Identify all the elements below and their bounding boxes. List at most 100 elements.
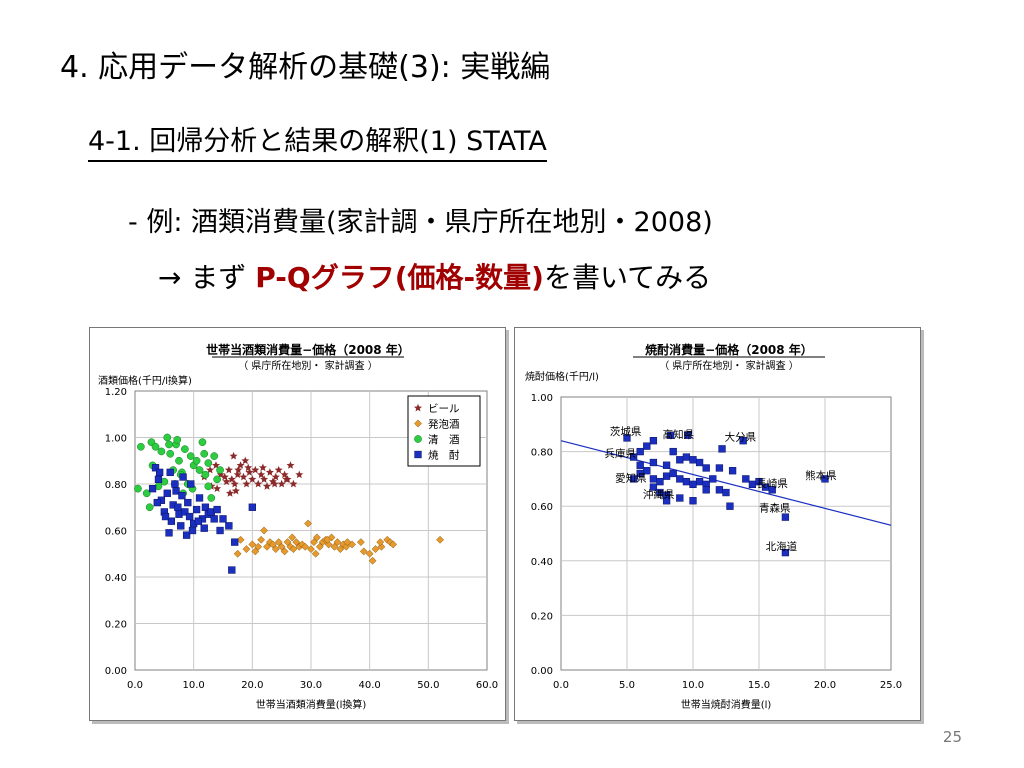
- shochu-scatter-chart: 焼酎消費量−価格（2008 年） （ 県庁所在地別・ 家計調査 ） 焼酎価格(千円/…: [525, 342, 902, 711]
- x-tick-label: 20.0: [814, 680, 836, 691]
- y-tick-label: 1.00: [105, 434, 127, 445]
- data-point-star: [286, 461, 295, 469]
- chart-title: 焼酎消費量−価格（2008 年）: [645, 342, 813, 357]
- data-point-star: [254, 479, 263, 488]
- bullet-arrow-text: → まず: [158, 261, 256, 294]
- data-point-square: [248, 503, 256, 511]
- data-point-diamond: [312, 533, 321, 542]
- data-point-diamond: [377, 542, 386, 551]
- data-point-square: [231, 538, 239, 546]
- legend-label: 発泡酒: [428, 418, 460, 431]
- chart-panel-shochu: 焼酎消費量−価格（2008 年） （ 県庁所在地別・ 家計調査 ） 焼酎価格(千円/…: [514, 327, 921, 721]
- data-point-star: [206, 465, 215, 474]
- data-point-star: [234, 465, 243, 474]
- data-point-square: [148, 485, 157, 493]
- data-point-circle: [151, 442, 160, 451]
- data-point-diamond: [330, 542, 339, 551]
- alcohol-scatter-chart: 世帯当酒類消費量−価格（2008 年） （ 県庁所在地別・ 家計調査 ） 酒類価格(…: [98, 342, 498, 711]
- data-point-circle: [186, 452, 195, 460]
- data-point-square: [662, 461, 671, 469]
- data-point-diamond: [280, 547, 289, 556]
- data-point-square: [676, 494, 684, 502]
- data-point-diamond: [376, 538, 385, 547]
- plot-area: [560, 396, 892, 671]
- page-number: 25: [942, 728, 962, 746]
- trendline: [560, 440, 892, 526]
- data-point-circle: [165, 440, 173, 449]
- data-point-square: [161, 512, 170, 521]
- prefecture-label: 大分県: [725, 431, 757, 444]
- prefecture-label: 高知県: [663, 428, 695, 441]
- y-tick-label: 0.80: [531, 448, 553, 459]
- data-point-star: [295, 470, 304, 479]
- data-point-circle: [157, 447, 166, 456]
- y-tick-label: 0.00: [105, 666, 127, 677]
- data-point-square: [174, 503, 182, 511]
- data-point-square: [213, 505, 221, 514]
- data-point-square: [821, 475, 829, 483]
- data-point-square: [649, 437, 658, 445]
- data-point-diamond: [333, 538, 342, 547]
- data-point-square: [715, 486, 724, 494]
- y-tick-label: 1.20: [105, 387, 127, 398]
- y-tick-label: 0.40: [531, 557, 553, 568]
- data-point-diamond: [323, 535, 332, 544]
- data-point-star: [226, 489, 234, 497]
- data-point-diamond: [268, 540, 277, 549]
- chart-subtitle: （ 県庁所在地別・ 家計調査 ）: [238, 359, 378, 372]
- data-point-circle: [166, 449, 175, 458]
- data-point-square: [643, 467, 651, 475]
- data-point-diamond: [304, 519, 313, 528]
- data-point-square: [178, 491, 186, 500]
- slide-title: 4. 応用データ解析の基礎(3): 実戦編: [60, 50, 551, 85]
- data-point-star: [258, 463, 267, 472]
- data-point-diamond: [301, 542, 310, 551]
- data-point-star: [231, 486, 240, 495]
- data-point-diamond: [271, 545, 280, 554]
- data-point-square: [669, 447, 677, 456]
- data-point-square: [188, 526, 197, 535]
- x-tick-label: 30.0: [300, 680, 322, 691]
- data-point-star: [229, 451, 238, 460]
- data-point-circle: [173, 435, 182, 444]
- prefecture-label: 熊本県: [805, 469, 837, 482]
- data-point-square: [182, 531, 191, 539]
- data-point-star: [241, 456, 250, 465]
- data-point-square: [636, 461, 644, 469]
- data-point-star: [239, 472, 248, 481]
- x-tick-label: 5.0: [619, 680, 635, 691]
- data-point-square: [682, 477, 691, 486]
- data-point-square: [676, 475, 684, 483]
- data-point-diamond: [336, 545, 345, 554]
- data-point-star: [257, 470, 266, 479]
- data-point-diamond: [315, 542, 324, 551]
- y-tick-label: 0.40: [105, 573, 127, 584]
- data-point-circle: [201, 470, 210, 479]
- data-point-diamond: [248, 540, 257, 549]
- data-point-circle: [207, 494, 216, 502]
- data-point-diamond: [263, 542, 271, 551]
- data-point-square: [163, 489, 171, 497]
- legend-label: 清 酒: [428, 433, 460, 446]
- data-point-square: [709, 475, 717, 483]
- data-point-star: [260, 475, 269, 483]
- data-point-square: [629, 475, 638, 483]
- data-point-square: [669, 469, 677, 478]
- data-point-square: [629, 453, 638, 461]
- x-tick-label: 10.0: [682, 680, 704, 691]
- data-point-square: [195, 494, 204, 502]
- prefecture-label: 茨城県: [610, 425, 642, 438]
- data-point-circle: [142, 489, 151, 498]
- x-tick-label: 10.0: [183, 680, 205, 691]
- data-point-star: [224, 465, 233, 474]
- x-tick-label: 40.0: [359, 680, 381, 691]
- data-point-square: [748, 480, 757, 489]
- x-tick-label: 60.0: [476, 680, 498, 691]
- data-point-square: [649, 458, 658, 467]
- data-point-star: [289, 479, 298, 488]
- data-point-circle: [163, 433, 172, 442]
- data-point-diamond: [371, 545, 380, 554]
- data-point-square: [623, 434, 631, 442]
- data-point-star: [242, 479, 251, 488]
- data-point-square: [185, 512, 194, 521]
